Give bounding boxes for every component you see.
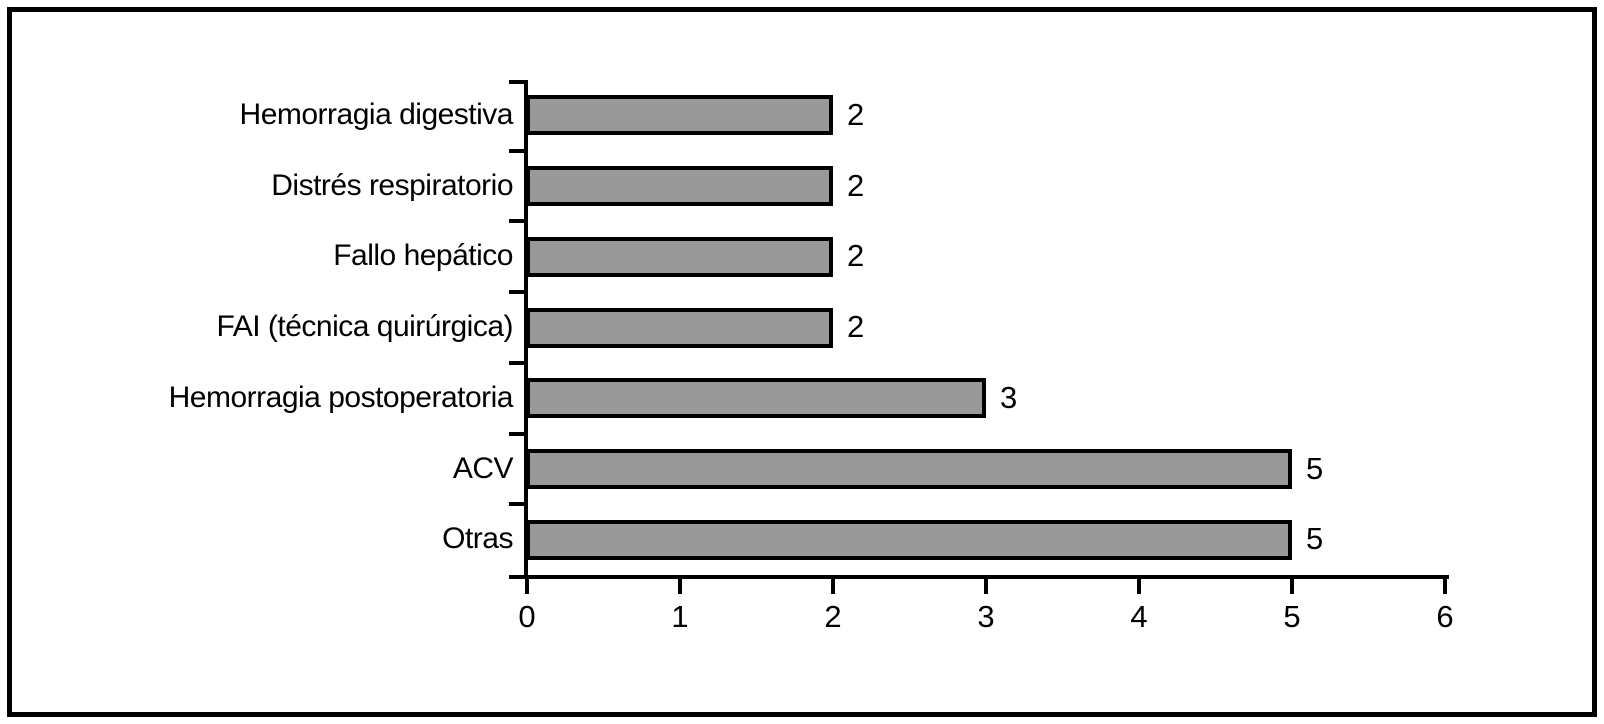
bar (526, 236, 833, 277)
x-axis-line (509, 575, 1449, 579)
y-axis-tick (509, 80, 525, 84)
bar-value-label: 2 (847, 167, 865, 203)
bar (526, 378, 986, 419)
category-label: Hemorragia postoperatoria (168, 380, 514, 414)
x-axis-tick-label: 4 (1130, 599, 1148, 634)
x-axis-tick (525, 579, 529, 594)
x-axis-tick (678, 579, 682, 594)
x-axis-tick (831, 579, 835, 594)
x-axis-tick (1137, 579, 1141, 594)
x-axis-tick-label: 2 (824, 599, 842, 634)
category-label: FAI (técnica quirúrgica) (216, 310, 514, 344)
x-axis-tick-label: 3 (977, 599, 995, 634)
bar (526, 519, 1292, 560)
bar (526, 95, 833, 136)
bar-value-label: 2 (847, 238, 865, 274)
y-axis-tick (509, 502, 525, 507)
x-axis-tick (1290, 579, 1294, 594)
bar (526, 307, 833, 348)
y-axis-tick (509, 431, 525, 436)
x-axis-tick-label: 1 (671, 599, 689, 634)
bar-chart: Hemorragia digestiva 2 Distrés respiratori… (12, 12, 1592, 712)
bar-value-label: 2 (847, 97, 865, 132)
category-label: Fallo hepático (333, 239, 513, 273)
y-axis-tick (509, 360, 525, 365)
bar-value-label: 2 (847, 309, 865, 345)
bar-value-label: 3 (1000, 379, 1018, 415)
x-axis-tick (1443, 579, 1447, 594)
bar (526, 166, 833, 207)
category-label: ACV (452, 451, 514, 485)
category-label: Distrés respiratorio (271, 168, 513, 202)
y-axis-tick (509, 219, 525, 224)
chart-frame: Hemorragia digestiva 2 Distrés respiratori… (7, 7, 1597, 717)
y-axis-tick (509, 290, 525, 295)
bar-value-label: 5 (1306, 521, 1324, 557)
x-axis-tick-label: 5 (1283, 599, 1301, 634)
category-label: Otras (442, 522, 513, 556)
bar (526, 448, 1292, 489)
y-axis-tick (509, 148, 525, 153)
x-axis-tick-label: 0 (518, 599, 536, 634)
bar-value-label: 5 (1306, 450, 1324, 486)
x-axis-tick (984, 579, 988, 594)
x-axis-tick-label: 6 (1436, 599, 1454, 634)
category-label: Hemorragia digestiva (239, 98, 514, 131)
